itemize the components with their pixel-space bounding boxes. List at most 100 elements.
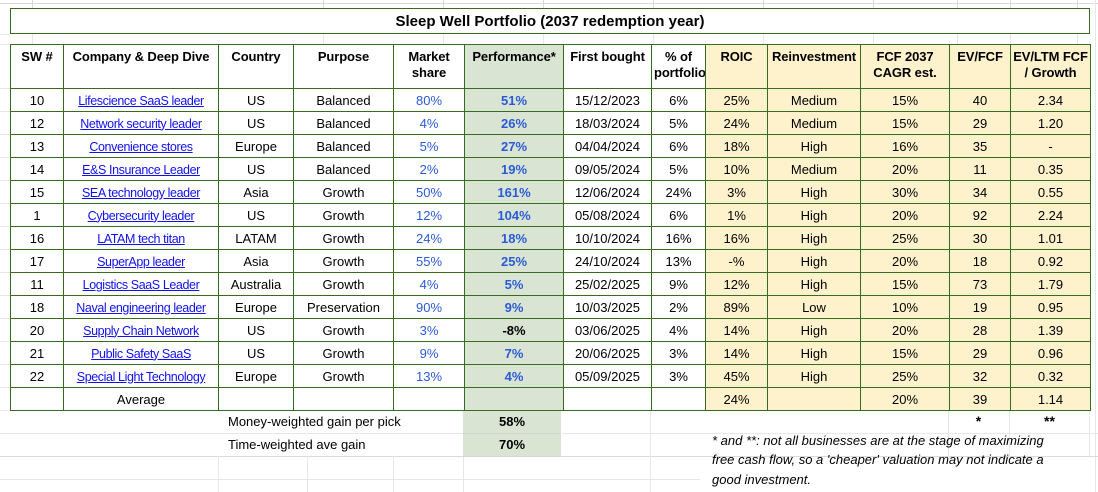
cell-market-share: 13% (393, 364, 465, 388)
cell-sw: 17 (10, 249, 64, 273)
cell-market-share: 2% (393, 157, 465, 181)
average-row: Average 24% 20% 39 1.14 (10, 387, 1091, 411)
cell-fcf-cagr: 15% (860, 272, 950, 296)
cell-sw: 10 (10, 88, 64, 112)
company-link[interactable]: Naval engineering leader (76, 300, 206, 315)
cell-first-bought: 24/10/2024 (563, 249, 652, 273)
gridline (0, 249, 10, 250)
cell-sw: 18 (10, 295, 64, 319)
company-link[interactable]: Supply Chain Network (83, 323, 199, 338)
column-header-market-share: Market share (393, 44, 465, 89)
company-link[interactable]: LATAM tech titan (97, 231, 185, 246)
cell-performance: 18% (464, 226, 564, 250)
cell-company: SEA technology leader (63, 180, 219, 204)
cell-purpose: Balanced (293, 88, 394, 112)
cell-pct-portfolio: 24% (651, 180, 706, 204)
cell-first-bought: 03/06/2025 (563, 318, 652, 342)
cell-ev-fcf: 29 (949, 341, 1011, 365)
gridline (0, 3, 1098, 4)
cell-market-share: 3% (393, 318, 465, 342)
cell-reinvestment: High (767, 203, 861, 227)
gridline (218, 456, 219, 492)
cell-purpose: Growth (293, 341, 394, 365)
cell-country: Asia (218, 249, 294, 273)
gridline (1095, 0, 1096, 492)
cell-country: LATAM (218, 226, 294, 250)
cell-sw: 13 (10, 134, 64, 158)
cell-pct-portfolio: 4% (651, 318, 706, 342)
cell-sw: 12 (10, 111, 64, 135)
cell-pct-portfolio: 6% (651, 203, 706, 227)
gridline (0, 180, 10, 181)
column-header-pct-portfolio: % of portfolio (651, 44, 706, 89)
gridline (1077, 34, 1078, 44)
company-link[interactable]: Special Light Technology (76, 369, 206, 384)
cell-roic: 14% (705, 318, 768, 342)
gridline (0, 387, 10, 388)
gridline (0, 318, 10, 319)
cell-company: SuperApp leader (63, 249, 219, 273)
cell-fcf-cagr: 20% (860, 157, 950, 181)
company-link[interactable]: Convenience stores (89, 139, 193, 154)
cell-purpose: Growth (293, 318, 394, 342)
company-link[interactable]: SEA technology leader (81, 185, 201, 200)
gridline (0, 157, 10, 158)
cell-market-share: 80% (393, 88, 465, 112)
cell-ev-ltm: 1.79 (1010, 272, 1091, 296)
cell-first-bought: 10/10/2024 (563, 226, 652, 250)
cell-pct-portfolio: 2% (651, 295, 706, 319)
gridline (0, 341, 10, 342)
company-link[interactable]: Lifescience SaaS leader (78, 93, 204, 108)
table-row: 13 Convenience stores Europe Balanced 5% 27% 0… (10, 134, 1091, 158)
company-link[interactable]: SuperApp leader (97, 254, 185, 269)
cell-ev-fcf: 73 (949, 272, 1011, 296)
company-link[interactable]: Logistics SaaS Leader (82, 277, 200, 292)
gridline (463, 456, 464, 492)
cell-fcf-cagr: 10% (860, 295, 950, 319)
cell-fcf-cagr: 20% (860, 203, 950, 227)
cell-ev-ltm: 1.14 (1010, 387, 1091, 411)
gridline (0, 134, 10, 135)
company-link[interactable]: Cybersecurity leader (87, 208, 195, 223)
gridline (0, 34, 10, 35)
cell-purpose: Growth (293, 249, 394, 273)
table-row: 16 LATAM tech titan LATAM Growth 24% 18% 10/10… (10, 226, 1091, 250)
gridline (543, 34, 544, 44)
cell-roic: 3% (705, 180, 768, 204)
cell-company: Lifescience SaaS leader (63, 88, 219, 112)
ev-ltm-footnote-mark: ** (1044, 413, 1055, 429)
column-header-performance: Performance* (464, 44, 564, 89)
cell-company: Naval engineering leader (63, 295, 219, 319)
gridline (873, 34, 874, 44)
gridline (650, 410, 651, 456)
cell-pct-portfolio: 6% (651, 88, 706, 112)
cell-reinvestment: High (767, 318, 861, 342)
cell-ev-ltm: 2.34 (1010, 88, 1091, 112)
cell-sw: 1 (10, 203, 64, 227)
company-link[interactable]: Network security leader (80, 116, 202, 131)
gridline (323, 0, 324, 8)
company-link[interactable]: Public Safety SaaS (91, 346, 191, 361)
gridline (653, 0, 654, 8)
cell-market-share: 24% (393, 226, 465, 250)
table-row: 20 Supply Chain Network US Growth 3% -8% 03/06… (10, 318, 1091, 342)
cell-reinvestment: High (767, 249, 861, 273)
cell-reinvestment: High (767, 180, 861, 204)
gridline (1077, 0, 1078, 8)
gridline (32, 34, 33, 44)
cell-ev-fcf: 28 (949, 318, 1011, 342)
cell-market-share: 5% (393, 134, 465, 158)
cell-pct-portfolio: 3% (651, 364, 706, 388)
cell-fcf-cagr: 15% (860, 341, 950, 365)
cell-ev-fcf: 39 (949, 387, 1011, 411)
cell-ev-ltm: 0.55 (1010, 180, 1091, 204)
gridline (763, 0, 764, 8)
cell-sw: 14 (10, 157, 64, 181)
cell-ev-fcf: 11 (949, 157, 1011, 181)
cell-market-share (393, 387, 465, 411)
cell-ev-fcf: 18 (949, 249, 1011, 273)
cell-reinvestment: Low (767, 295, 861, 319)
company-link[interactable]: E&S Insurance Leader (82, 162, 200, 177)
cell-market-share: 90% (393, 295, 465, 319)
cell-performance (464, 387, 564, 411)
